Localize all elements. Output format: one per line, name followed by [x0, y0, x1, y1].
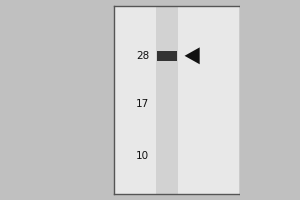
Text: 10: 10 — [136, 151, 149, 161]
Polygon shape — [184, 47, 200, 64]
Bar — [156, 6, 178, 194]
Text: 17: 17 — [136, 99, 149, 109]
Bar — [157, 51, 177, 61]
Text: 28: 28 — [136, 51, 149, 61]
